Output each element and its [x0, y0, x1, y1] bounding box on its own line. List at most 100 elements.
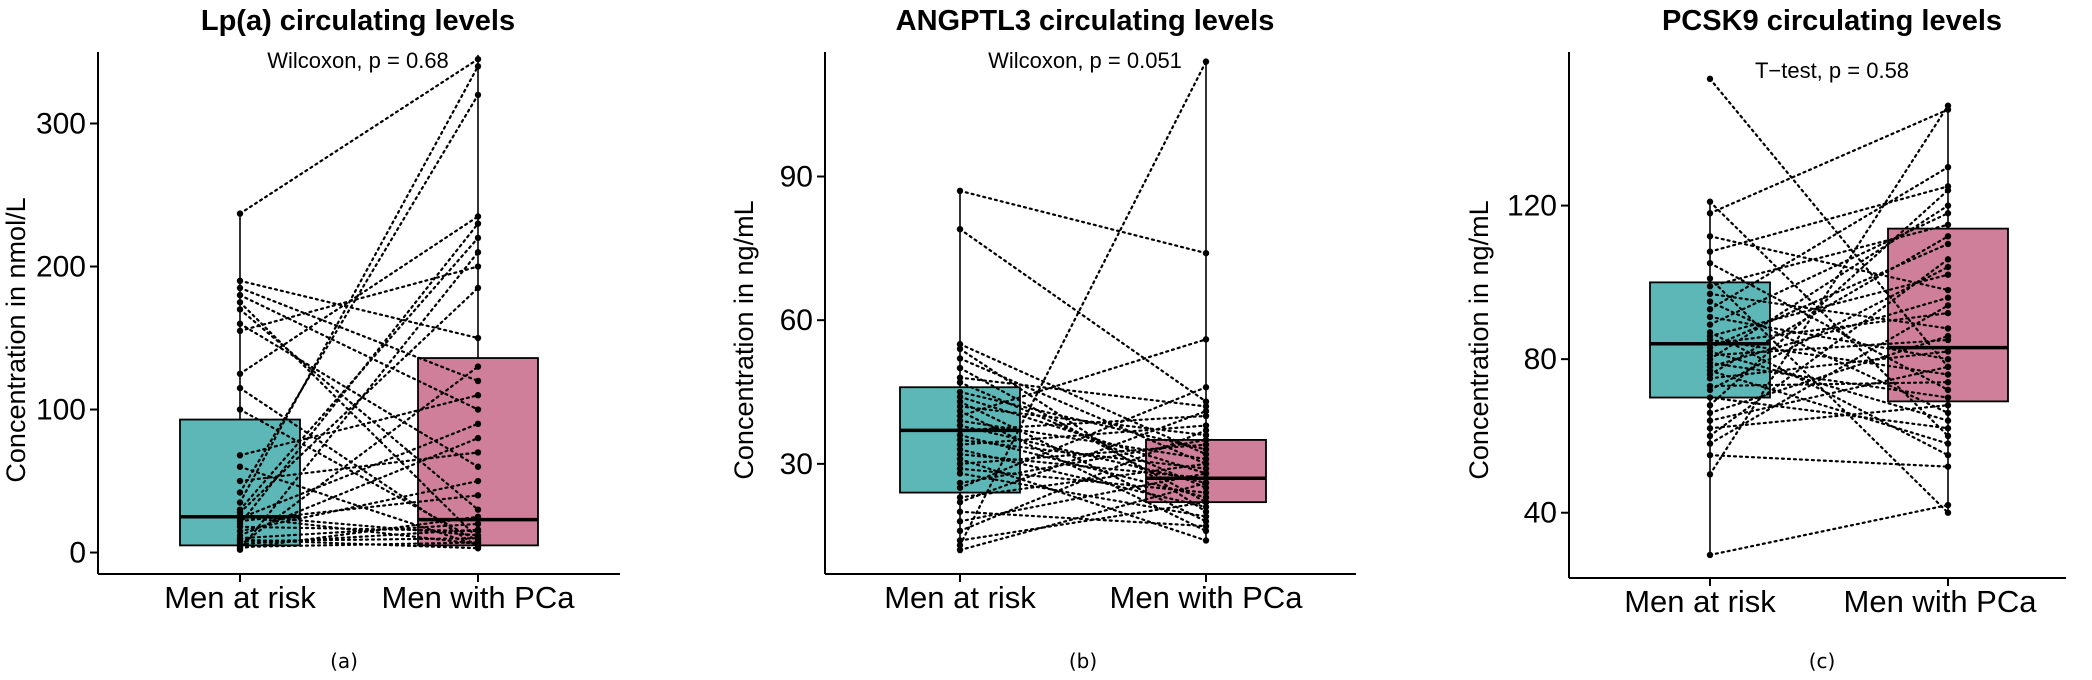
data-point-at-risk — [1706, 451, 1714, 459]
data-point-at-risk — [1706, 425, 1714, 432]
paired-line — [238, 525, 480, 533]
y-axis-label: Concentration in ng/mL — [1464, 200, 1494, 479]
data-point-at-risk — [1706, 471, 1714, 478]
data-point-at-risk — [1706, 409, 1714, 417]
data-point-at-risk — [956, 407, 964, 415]
paired-line — [958, 410, 1208, 532]
paired-line — [958, 481, 1208, 552]
paired-line — [238, 58, 480, 215]
data-point-at-risk — [956, 388, 964, 396]
data-point-pca — [474, 377, 482, 385]
paired-line — [958, 400, 1208, 523]
paired-line — [1708, 381, 1950, 388]
paired-line — [1708, 104, 1950, 476]
paired-line — [238, 538, 480, 550]
data-point-pca — [1202, 403, 1210, 410]
data-point-pca — [1944, 294, 1952, 301]
data-point-pca — [1202, 441, 1210, 448]
paired-line — [238, 222, 480, 526]
data-point-pca — [1202, 484, 1210, 491]
paired-line — [958, 338, 1208, 418]
paired-line — [238, 479, 480, 533]
y-axis-label: Concentration in ng/mL — [729, 200, 759, 479]
paired-line — [238, 301, 480, 540]
data-point-at-risk — [1706, 432, 1714, 440]
data-point-at-risk — [956, 465, 964, 472]
data-point-at-risk — [236, 489, 244, 496]
data-point-pca — [1944, 187, 1952, 194]
data-point-pca — [1944, 286, 1952, 294]
chart-title: ANGPTL3 circulating levels — [896, 5, 1275, 37]
data-point-at-risk — [236, 452, 244, 459]
paired-line — [958, 453, 1208, 480]
data-point-at-risk — [956, 422, 964, 429]
paired-line — [238, 494, 480, 523]
data-point-at-risk — [956, 441, 964, 448]
data-point-at-risk — [1706, 551, 1714, 559]
data-point-pca — [1202, 489, 1210, 496]
data-point-at-risk — [1706, 394, 1714, 401]
paired-line — [1708, 296, 1950, 368]
paired-line — [238, 65, 480, 504]
paired-line — [238, 365, 480, 547]
paired-line — [1708, 292, 1950, 330]
paired-line — [1708, 304, 1950, 445]
paired-line — [1708, 338, 1950, 376]
data-point-at-risk — [236, 284, 244, 292]
data-point-at-risk — [956, 436, 964, 444]
paired-line — [1708, 338, 1950, 357]
data-point-pca — [1202, 503, 1210, 511]
paired-line — [238, 528, 480, 546]
paired-line — [238, 286, 480, 383]
chart-title: Lp(a) circulating levels — [201, 5, 515, 37]
data-point-at-risk — [236, 210, 244, 217]
data-point-pca — [1944, 102, 1952, 109]
data-point-at-risk — [236, 499, 244, 506]
paired-line — [958, 414, 1208, 432]
paired-line — [958, 386, 1208, 489]
data-point-at-risk — [956, 374, 964, 381]
data-point-at-risk — [956, 460, 964, 468]
paired-line — [1708, 369, 1950, 445]
paired-line — [238, 422, 480, 520]
paired-line — [238, 308, 480, 511]
data-point-at-risk — [236, 384, 244, 392]
paired-line — [1708, 204, 1950, 361]
paired-line — [958, 405, 1208, 437]
data-point-at-risk — [236, 406, 244, 413]
category-label-at-risk: Men at risk — [164, 580, 316, 615]
data-point-pca — [1944, 271, 1952, 278]
paired-line — [1708, 404, 1950, 430]
paired-line — [1708, 277, 1950, 514]
panel-caption: (c) — [1809, 649, 1836, 673]
data-point-pca — [1202, 455, 1210, 463]
data-point-pca — [1202, 58, 1210, 65]
paired-line — [958, 429, 1208, 532]
data-point-pca — [1202, 451, 1210, 458]
data-point-at-risk — [956, 431, 964, 439]
data-point-pca — [1944, 163, 1952, 171]
data-point-pca — [474, 513, 482, 520]
data-point-at-risk — [956, 537, 964, 544]
paired-line — [1708, 361, 1950, 399]
paired-line — [238, 279, 480, 340]
stat-label: T−test, p = 0.58 — [1755, 58, 1909, 83]
data-point-pca — [474, 492, 482, 499]
data-point-at-risk — [236, 291, 244, 299]
data-point-pca — [1202, 498, 1210, 506]
data-point-at-risk — [1706, 306, 1714, 313]
data-point-pca — [474, 545, 482, 552]
data-point-pca — [474, 55, 482, 63]
data-point-pca — [474, 284, 482, 292]
data-point-pca — [1944, 325, 1952, 332]
data-point-at-risk — [1706, 75, 1714, 83]
paired-line — [958, 438, 1208, 470]
data-point-pca — [1944, 348, 1952, 355]
data-point-at-risk — [956, 455, 964, 463]
data-point-pca — [1944, 417, 1952, 424]
data-point-pca — [1944, 386, 1952, 394]
data-point-at-risk — [956, 379, 964, 386]
data-point-at-risk — [236, 370, 244, 377]
paired-line — [958, 390, 1208, 451]
